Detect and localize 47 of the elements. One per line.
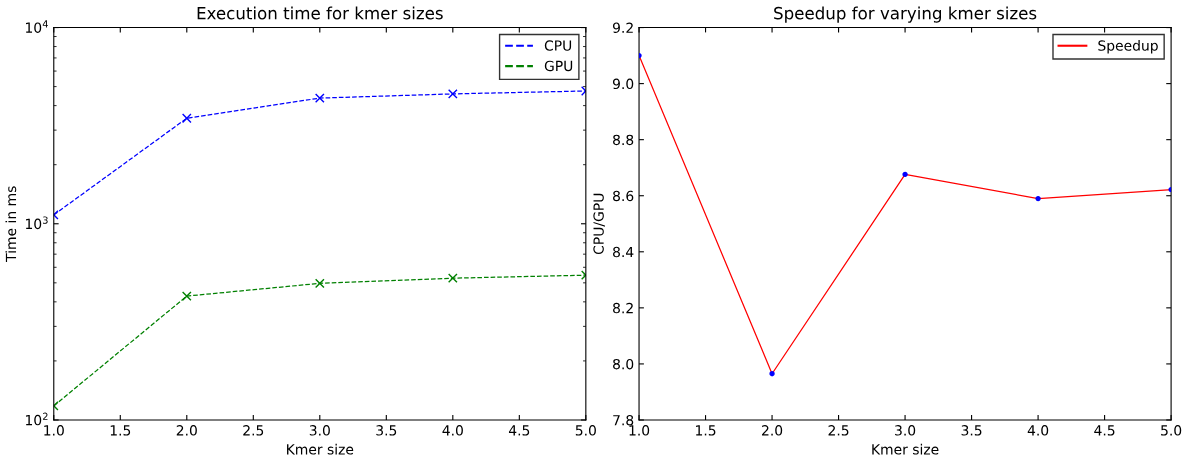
point [314, 93, 325, 103]
chart-title: Speedup for varying kmer sizes [774, 6, 1037, 23]
y-tick-label: 8.8 [613, 134, 634, 146]
point [314, 278, 325, 289]
x-tick-label: 2.5 [243, 425, 264, 436]
y-tick-label: 8.2 [613, 302, 633, 314]
y-tick-label: 7.8 [613, 414, 634, 426]
y-tick-label: 9.2 [612, 22, 633, 34]
y-tick-label: 8.0 [613, 358, 634, 370]
x-tick-label: 5.0 [1161, 425, 1182, 436]
x-tick-label: 5.0 [575, 425, 596, 436]
x-tick-label: 3.0 [309, 425, 330, 436]
x-axis-title: Kmer size [287, 443, 354, 455]
legend-label: GPU [544, 60, 573, 72]
point [181, 291, 192, 301]
x-tick-label: 1.5 [696, 425, 716, 436]
x-tick-label: 2.0 [176, 425, 197, 436]
x-axis-title: Kmer size [872, 443, 939, 455]
y-tick-label: 10$^{4}$ [26, 20, 48, 33]
y-tick-label: 9.0 [612, 78, 634, 90]
point [769, 371, 775, 377]
point [902, 171, 908, 178]
point [1035, 195, 1041, 202]
x-tick-label: 2.0 [762, 425, 783, 436]
legend-label: CPU [544, 40, 572, 51]
y-tick-label: 8.4 [613, 246, 634, 258]
x-tick-label: 1.5 [110, 425, 131, 436]
x-tick-label: 3.5 [376, 425, 397, 436]
y-tick-label: 10$^{3}$ [26, 216, 48, 230]
x-tick-label: 4.0 [442, 425, 463, 436]
x-tick-label: 4.0 [1027, 425, 1049, 436]
y-tick-label: 10$^{2}$ [26, 412, 48, 426]
y-axis-title: CPU/GPU [593, 193, 605, 255]
legend-label: Speedup [1098, 40, 1158, 54]
point [447, 273, 458, 284]
point [447, 89, 458, 99]
point [181, 113, 192, 124]
chart-title: Execution time for kmer sizes [197, 6, 443, 20]
x-tick-label: 1.0 [629, 425, 650, 436]
x-tick-label: 1.0 [44, 425, 64, 436]
x-tick-label: 3.0 [895, 425, 916, 436]
x-tick-label: 4.5 [1094, 425, 1115, 436]
x-tick-label: 4.5 [508, 425, 530, 436]
y-axis-title: Time in ms [5, 186, 17, 262]
x-tick-label: 2.5 [828, 425, 849, 436]
x-tick-label: 3.5 [961, 425, 982, 436]
y-tick-label: 8.6 [613, 190, 634, 202]
